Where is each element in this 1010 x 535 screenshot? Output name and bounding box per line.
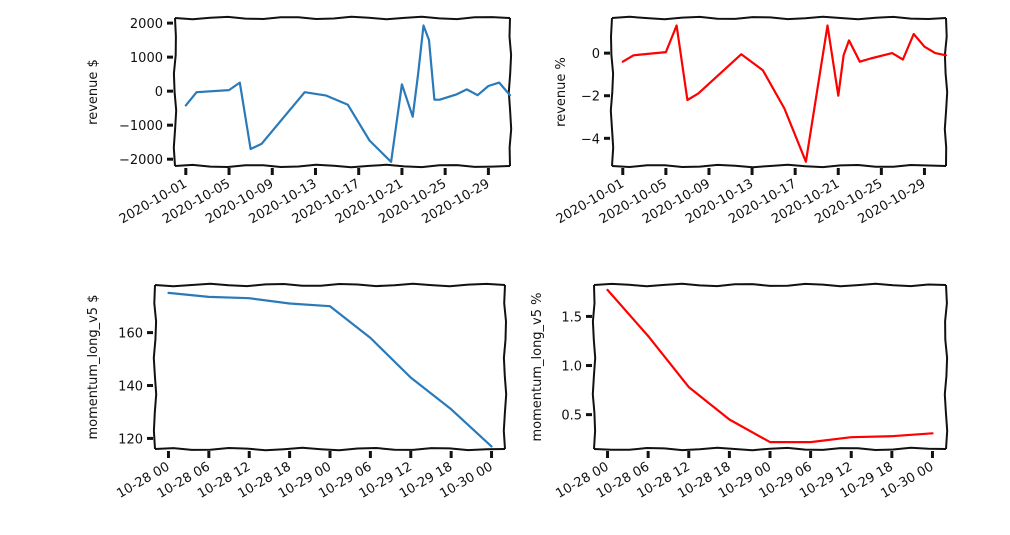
- y-tick-label: 120: [118, 432, 143, 447]
- axis-frame-edge: [593, 446, 947, 452]
- y-tick-label: 1000: [130, 51, 163, 66]
- axis-frame-edge: [507, 17, 513, 167]
- y-axis-label: revenue $: [86, 59, 101, 125]
- series-line: [606, 288, 934, 444]
- chart-revenue-pct: 2020-10-012020-10-052020-10-092020-10-13…: [554, 15, 949, 227]
- axis-frame-edge: [611, 15, 947, 21]
- series-line: [167, 291, 493, 448]
- y-axis-label: revenue %: [554, 57, 569, 127]
- axis-frame-edge: [502, 284, 508, 450]
- y-tick-label: 160: [118, 327, 143, 342]
- y-tick-label: 2000: [130, 17, 163, 32]
- y-tick-label: 1.0: [561, 360, 582, 375]
- y-tick-label: 0: [155, 85, 163, 100]
- y-tick-label: −2: [581, 90, 600, 105]
- y-tick-label: 1.5: [561, 310, 582, 325]
- y-axis-label: momentum_long_v5 $: [86, 295, 101, 440]
- axis-frame-edge: [154, 282, 506, 288]
- axis-frame-edge: [609, 17, 615, 167]
- y-tick-label: 140: [118, 380, 143, 395]
- axis-frame-edge: [174, 15, 511, 21]
- axis-frame-edge: [611, 163, 947, 169]
- axis-frame-edge: [943, 284, 949, 450]
- axis-frame-edge: [154, 446, 506, 452]
- chart-revenue-usd: 2020-10-012020-10-052020-10-092020-10-13…: [86, 15, 513, 227]
- y-tick-label: −1000: [119, 119, 163, 134]
- axis-frame-edge: [943, 17, 949, 167]
- axis-frame-edge: [152, 284, 158, 450]
- y-tick-label: 0.5: [561, 409, 582, 424]
- series-line: [184, 24, 512, 163]
- axis-frame-edge: [174, 163, 511, 169]
- y-tick-label: 0: [592, 47, 600, 62]
- axis-frame-edge: [593, 282, 947, 288]
- series-line: [621, 24, 948, 163]
- y-axis-label: momentum_long_v5 %: [530, 292, 545, 441]
- y-tick-label: −2000: [119, 153, 163, 168]
- y-tick-label: −4: [581, 132, 600, 147]
- axis-frame-edge: [172, 17, 178, 167]
- axis-frame-edge: [591, 284, 597, 450]
